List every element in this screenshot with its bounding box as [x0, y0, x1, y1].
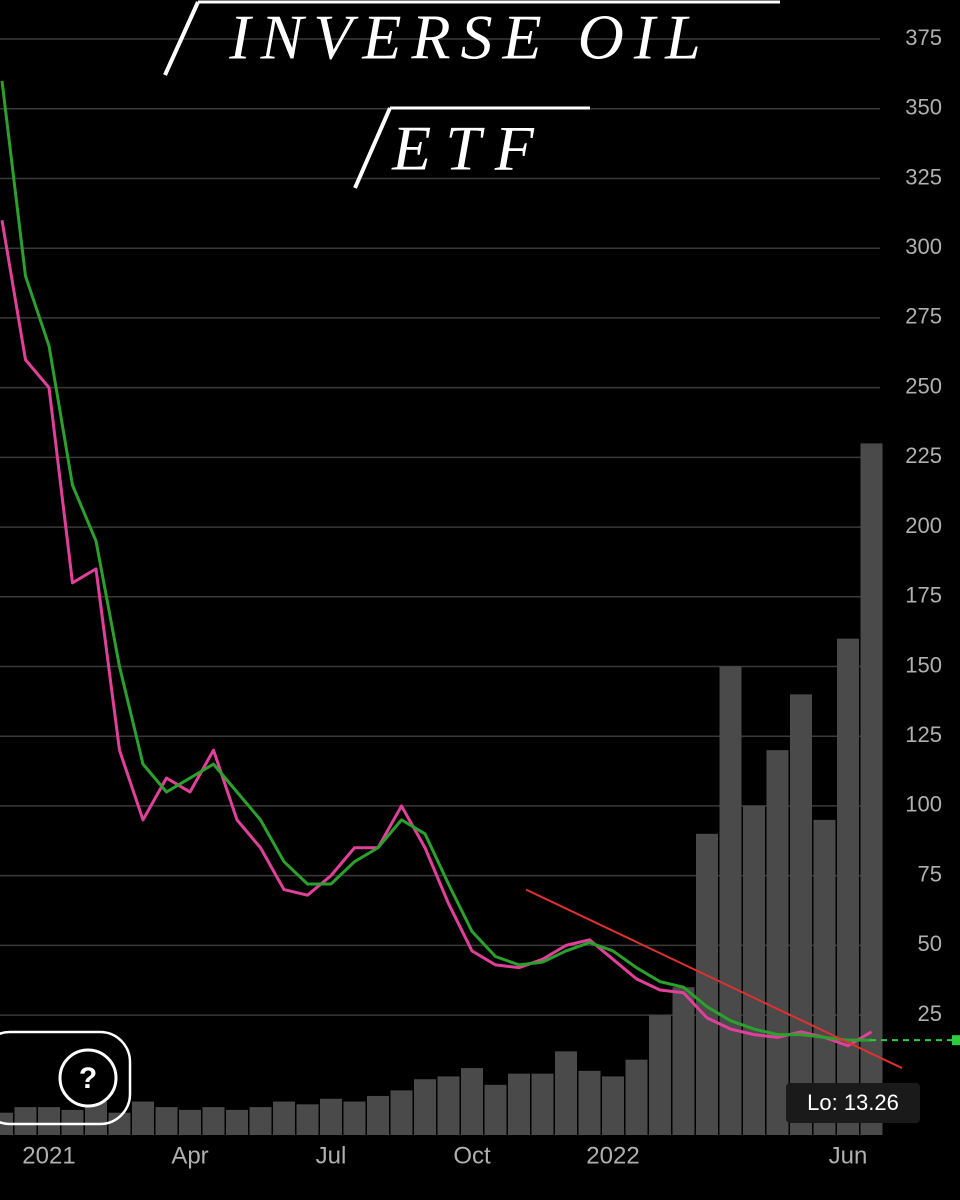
volume-bar	[85, 1101, 107, 1135]
x-tick-label: Apr	[171, 1142, 208, 1169]
volume-bar	[226, 1109, 248, 1135]
volume-bar	[649, 1015, 671, 1135]
low-label-box: Lo: 13.26	[786, 1083, 920, 1123]
y-tick-label: 100	[905, 792, 942, 817]
title-block: INVERSE OIL ETF	[163, 0, 780, 189]
trendline	[525, 888, 903, 1069]
volume-bar	[249, 1107, 272, 1135]
low-label-bg	[786, 1083, 920, 1123]
x-tick-label: 2022	[586, 1142, 639, 1169]
volume-bar	[437, 1076, 460, 1135]
y-tick-label: 300	[905, 234, 942, 259]
last-price-marker	[952, 1035, 960, 1046]
y-tick-label: 275	[905, 304, 942, 329]
volume-bar	[578, 1070, 601, 1135]
chart-subtitle: ETF	[391, 113, 548, 184]
volume-bar	[860, 443, 883, 1135]
help-frame[interactable]	[0, 1030, 132, 1126]
volume-bar	[132, 1101, 154, 1135]
y-tick-label: 50	[918, 931, 942, 956]
volume-bar	[672, 987, 695, 1135]
volume-bar	[508, 1073, 530, 1135]
volume-bar	[320, 1098, 342, 1135]
volume-bar	[155, 1107, 178, 1135]
x-tick-label: Jun	[829, 1142, 868, 1169]
volume-bar	[813, 819, 836, 1135]
volume-bar	[108, 1112, 131, 1135]
y-tick-label: 350	[905, 95, 942, 120]
x-tick-label: Jul	[316, 1142, 347, 1169]
low-label: Lo: 13.26	[807, 1090, 899, 1115]
volume-bar	[461, 1068, 483, 1135]
volume-bar	[367, 1095, 389, 1135]
y-tick-label: 250	[905, 373, 942, 398]
y-tick-label: 200	[905, 513, 942, 538]
volume-bar	[202, 1107, 225, 1135]
y-tick-label: 150	[905, 652, 942, 677]
y-tick-label: 225	[905, 443, 942, 468]
volume-bar	[837, 638, 859, 1135]
volume-bar	[414, 1079, 436, 1135]
volume-bar	[14, 1107, 37, 1135]
y-tick-label: 125	[905, 722, 942, 747]
help-button[interactable]: ?	[0, 1030, 132, 1126]
price-line	[0, 80, 872, 1042]
plot: 25 50 75 100 125 150 175 200 225 250 275 300 325 350 3…	[0, 25, 960, 1169]
y-tick-label: 25	[918, 1001, 942, 1026]
volume-bar	[179, 1109, 201, 1135]
volume-bar	[719, 666, 742, 1135]
volume-bar	[343, 1101, 366, 1135]
volume-bar	[625, 1059, 648, 1135]
y-tick-label: 325	[905, 164, 942, 189]
x-tick-label: Oct	[453, 1142, 491, 1169]
chart-title: INVERSE OIL	[228, 2, 711, 73]
price-line	[0, 220, 873, 1048]
help-icon[interactable]	[58, 1048, 118, 1108]
volume-bar	[296, 1104, 319, 1135]
title-slash	[163, 1, 200, 76]
volume-bar	[790, 694, 812, 1135]
volume-bar	[555, 1051, 577, 1135]
y-tick-label: 375	[905, 25, 942, 50]
volume-bar	[390, 1090, 413, 1135]
help-icon-glyph[interactable]: ?	[79, 1062, 97, 1095]
x-tick-label: 2021	[22, 1142, 75, 1169]
volume-bar	[602, 1076, 624, 1135]
volume-bar	[61, 1109, 84, 1135]
y-tick-label: 175	[905, 583, 942, 608]
volume-bar	[484, 1084, 507, 1135]
volume-bar	[743, 805, 765, 1135]
volume-bar	[766, 750, 789, 1135]
volume-bar	[696, 833, 718, 1135]
y-tick-label: 75	[918, 861, 942, 886]
volume-bar	[38, 1107, 60, 1135]
volume-bar	[273, 1101, 295, 1135]
subtitle-slash	[353, 107, 392, 189]
volume-bar	[531, 1073, 554, 1135]
